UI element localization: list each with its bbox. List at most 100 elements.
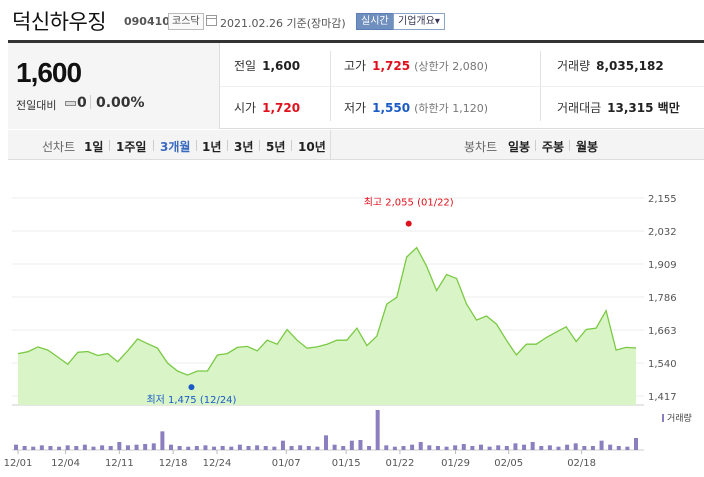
volume-bar bbox=[461, 444, 466, 450]
price-summary: 1,600 전일대비 0 0.00% 전일 1,600 고가 1,725 (상한가 2… bbox=[8, 43, 704, 129]
header-divider bbox=[8, 40, 704, 43]
tab-1day[interactable]: 1일 bbox=[84, 140, 104, 154]
tab-separator bbox=[259, 140, 260, 151]
volume-bar bbox=[125, 445, 130, 450]
tab-3month[interactable]: 3개월 bbox=[160, 140, 191, 154]
volume-bars bbox=[14, 410, 638, 450]
y-tick-label: 1,540 bbox=[648, 359, 677, 370]
low-cell: 저가 1,550 (하한가 1,120) bbox=[344, 101, 488, 115]
tab-weekly-candle[interactable]: 주봉 bbox=[542, 140, 565, 154]
tab-separator bbox=[291, 140, 292, 151]
volume-bar bbox=[349, 440, 354, 450]
x-tick-label: 02/05 bbox=[494, 458, 523, 469]
realtime-button[interactable]: 실시간 bbox=[356, 13, 394, 30]
x-tick-label: 02/18 bbox=[567, 458, 596, 469]
volume-bar bbox=[237, 444, 242, 450]
tab-1week[interactable]: 1주일 bbox=[116, 140, 147, 154]
volume-bar bbox=[616, 446, 621, 450]
volume-bar bbox=[341, 446, 346, 450]
volume-bar bbox=[100, 445, 105, 450]
high-cell: 고가 1,725 (상한가 2,080) bbox=[344, 59, 488, 73]
volume-bar bbox=[151, 443, 156, 450]
chevron-down-icon: ▾ bbox=[434, 16, 440, 27]
tab-3year[interactable]: 3년 bbox=[234, 140, 254, 154]
volume-bar bbox=[625, 446, 630, 450]
volume-bar bbox=[599, 440, 604, 450]
volume-bar bbox=[212, 446, 217, 450]
low-annotation: 최저 1,475 (12/24) bbox=[146, 394, 236, 406]
chart-period-tabs: 선차트 1일 1주일 3개월 1년 3년 5년 10년 봉차트 일봉 주봉 월봉 bbox=[8, 130, 704, 160]
volume-bar bbox=[367, 446, 372, 450]
tabs-divider bbox=[330, 130, 331, 160]
change-percent: 0.00% bbox=[96, 95, 145, 111]
volume-bar bbox=[108, 446, 113, 450]
x-tick-label: 01/07 bbox=[272, 458, 301, 469]
chart-grid bbox=[12, 197, 644, 451]
x-tick-label: 12/18 bbox=[159, 458, 188, 469]
volume-bar bbox=[358, 440, 363, 450]
volume-bar bbox=[392, 446, 397, 450]
volume-swatch bbox=[662, 414, 664, 422]
volume-bar bbox=[186, 446, 191, 450]
volume-cell: 거래량 8,035,182 bbox=[557, 59, 664, 73]
candle-chart-label: 봉차트 bbox=[464, 140, 498, 154]
tab-daily-candle[interactable]: 일봉 bbox=[508, 140, 531, 154]
open-cell: 시가 1,720 bbox=[234, 101, 301, 115]
tab-separator bbox=[109, 140, 110, 151]
x-tick-label: 01/15 bbox=[332, 458, 361, 469]
volume-bar bbox=[315, 446, 320, 450]
price-area-fill bbox=[18, 247, 636, 405]
change-value: 0 bbox=[77, 95, 87, 111]
tab-separator bbox=[569, 140, 570, 151]
x-tick-label: 01/22 bbox=[386, 458, 415, 469]
volume-bar bbox=[590, 446, 595, 450]
volume-bar bbox=[82, 444, 87, 450]
price-chart[interactable]: 2,155 2,032 1,909 1,786 1,663 1,540 1,417 12/0… bbox=[0, 160, 704, 477]
volume-bar bbox=[573, 443, 578, 450]
tab-separator bbox=[535, 140, 536, 151]
y-tick-label: 2,155 bbox=[648, 194, 677, 205]
volume-bar bbox=[229, 446, 234, 450]
volume-bar bbox=[427, 445, 432, 450]
volume-bar bbox=[289, 446, 294, 450]
volume-bar bbox=[453, 445, 458, 450]
volume-bar bbox=[91, 446, 96, 450]
volume-bar bbox=[608, 444, 613, 450]
volume-bar bbox=[539, 446, 544, 450]
volume-bar bbox=[634, 438, 638, 450]
volume-bar bbox=[48, 446, 53, 450]
volume-bar bbox=[255, 445, 260, 450]
volume-bar bbox=[246, 446, 251, 450]
volume-bar bbox=[220, 446, 225, 450]
current-price-box: 1,600 전일대비 0 0.00% bbox=[8, 43, 220, 129]
tab-1year[interactable]: 1년 bbox=[202, 140, 222, 154]
summary-row-divider bbox=[220, 86, 704, 87]
volume-bar bbox=[582, 446, 587, 450]
volume-bar bbox=[487, 446, 492, 450]
volume-bar bbox=[444, 446, 449, 450]
volume-bar bbox=[74, 446, 79, 450]
y-tick-label: 1,417 bbox=[648, 392, 677, 403]
volume-bar bbox=[117, 442, 122, 450]
tab-separator bbox=[153, 140, 154, 151]
volume-bar bbox=[22, 446, 27, 450]
volume-bar bbox=[169, 444, 173, 450]
low-marker bbox=[188, 384, 195, 391]
market-badge: 코스닥 bbox=[168, 13, 204, 30]
y-tick-label: 2,032 bbox=[648, 227, 677, 238]
volume-bar bbox=[522, 444, 527, 450]
x-tick-label: 12/01 bbox=[4, 458, 33, 469]
tab-10year[interactable]: 10년 bbox=[298, 140, 326, 154]
volume-bar bbox=[530, 442, 535, 450]
volume-bar bbox=[513, 443, 518, 450]
tab-5year[interactable]: 5년 bbox=[266, 140, 286, 154]
volume-bar bbox=[504, 446, 509, 450]
tab-monthly-candle[interactable]: 월봉 bbox=[576, 140, 599, 154]
volume-bar bbox=[496, 445, 501, 450]
x-tick-label: 12/04 bbox=[51, 458, 80, 469]
change-label: 전일대비 bbox=[16, 99, 57, 112]
company-overview-dropdown[interactable]: 기업개요▾ bbox=[393, 13, 445, 30]
volume-bar bbox=[332, 444, 337, 450]
volume-bar bbox=[401, 446, 406, 450]
x-axis-labels: 12/01 12/04 12/11 12/18 12/24 01/07 01/15 01/22… bbox=[4, 450, 596, 469]
